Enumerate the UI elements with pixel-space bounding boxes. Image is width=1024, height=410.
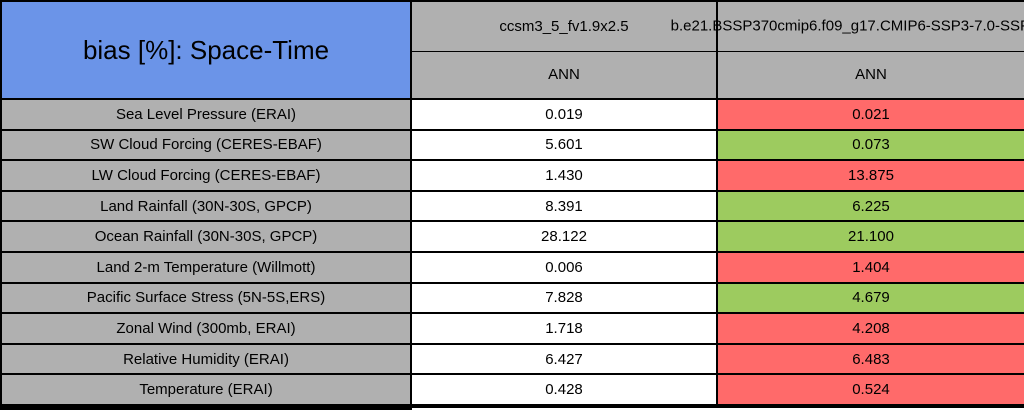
table-row: Temperature (ERAI) 0.428 0.524: [0, 373, 1024, 406]
next-table-edge: [0, 405, 1024, 410]
value-cell-model1: 0.428: [410, 373, 718, 406]
column-header-season-1: ANN: [410, 50, 718, 100]
value-cell-model2: 0.073: [716, 128, 1024, 162]
table-row: Sea Level Pressure (ERAI) 0.019 0.021: [0, 98, 1024, 131]
model-header-row: bias [%]: Space-Time ccsm3_5_fv1.9x2.5 b…: [0, 0, 1024, 100]
row-label: Sea Level Pressure (ERAI): [0, 98, 412, 131]
table-row: LW Cloud Forcing (CERES-EBAF) 1.430 13.8…: [0, 159, 1024, 192]
next-table-edge-left: [0, 405, 412, 410]
season-header-row: ANN ANN: [1, 50, 1024, 100]
row-label: Zonal Wind (300mb, ERAI): [0, 312, 412, 345]
row-label: Pacific Surface Stress (5N-5S,ERS): [0, 281, 412, 315]
value-cell-model1: 0.019: [410, 98, 718, 131]
table-row: Ocean Rainfall (30N-30S, GPCP) 28.122 21…: [0, 220, 1024, 253]
model-name-1: ccsm3_5_fv1.9x2.5: [499, 17, 629, 35]
value-cell-model2: 1.404: [716, 250, 1024, 284]
row-label: Temperature (ERAI): [0, 373, 412, 406]
row-label: Land 2-m Temperature (Willmott): [0, 250, 412, 284]
row-label: SW Cloud Forcing (CERES-EBAF): [0, 128, 412, 162]
table-row: Land Rainfall (30N-30S, GPCP) 8.391 6.22…: [0, 189, 1024, 223]
value-cell-model2: 4.208: [716, 312, 1024, 345]
value-cell-model2: 21.100: [716, 220, 1024, 253]
table-row: SW Cloud Forcing (CERES-EBAF) 5.601 0.07…: [0, 128, 1024, 162]
model-name-2: b.e21.BSSP370cmip6.f09_g17.CMIP6-SSP3-7.…: [670, 17, 1024, 35]
value-cell-model1: 7.828: [410, 281, 718, 315]
table-row: Pacific Surface Stress (5N-5S,ERS) 7.828…: [0, 281, 1024, 315]
column-header-model-2: b.e21.BSSP370cmip6.f09_g17.CMIP6-SSP3-7.…: [671, 0, 1024, 52]
value-cell-model1: 8.391: [410, 189, 718, 223]
value-cell-model2: 13.875: [716, 159, 1024, 192]
column-header-model-1: ccsm3_5_fv1.9x2.5: [410, 0, 718, 52]
value-cell-model1: 28.122: [410, 220, 718, 253]
value-cell-model1: 6.427: [410, 342, 718, 376]
row-label: Land Rainfall (30N-30S, GPCP): [0, 189, 412, 223]
value-cell-model1: 1.718: [410, 312, 718, 345]
next-table-edge-right: [412, 405, 1024, 410]
value-cell-model2: 0.524: [716, 373, 1024, 406]
row-label: Ocean Rainfall (30N-30S, GPCP): [0, 220, 412, 253]
value-cell-model1: 0.006: [410, 250, 718, 284]
table-row: Land 2-m Temperature (Willmott) 0.006 1.…: [0, 250, 1024, 284]
table-row: Zonal Wind (300mb, ERAI) 1.718 4.208: [0, 312, 1024, 345]
value-cell-model2: 6.483: [716, 342, 1024, 376]
value-cell-model1: 1.430: [410, 159, 718, 192]
row-label: LW Cloud Forcing (CERES-EBAF): [0, 159, 412, 192]
table-title: bias [%]: Space-Time: [0, 0, 412, 100]
value-cell-model2: 4.679: [716, 281, 1024, 315]
value-cell-model2: 6.225: [716, 189, 1024, 223]
value-cell-model1: 5.601: [410, 128, 718, 162]
column-header-season-2: ANN: [716, 50, 1024, 100]
value-cell-model2: 0.021: [716, 98, 1024, 131]
table-row: Relative Humidity (ERAI) 6.427 6.483: [0, 342, 1024, 376]
row-label: Relative Humidity (ERAI): [0, 342, 412, 376]
